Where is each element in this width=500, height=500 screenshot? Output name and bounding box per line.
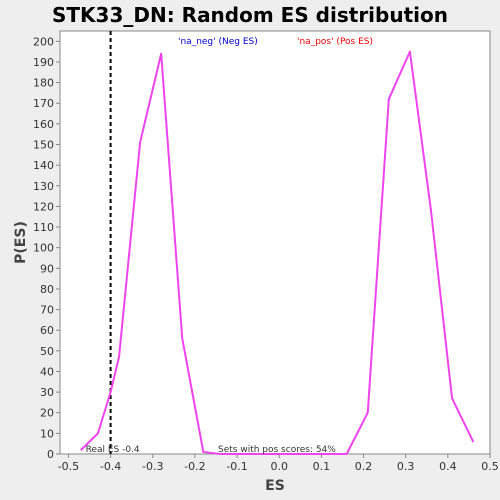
x-axis: -0.5 -0.4 -0.3 -0.2 -0.1 0.0 0.1 0.2 0.3 0.4 0.5 — [58, 454, 499, 473]
data-point — [181, 337, 184, 340]
y-tick-label: 60 — [40, 324, 54, 337]
data-point — [219, 453, 221, 455]
x-tick-label: 0.5 — [481, 460, 499, 473]
data-point — [366, 411, 369, 414]
data-point — [118, 356, 120, 358]
y-axis: 0 10 20 30 40 50 60 70 80 90 100 110 120 130 140 150 160… — [33, 35, 60, 461]
y-tick-label: 0 — [47, 448, 54, 461]
data-point — [278, 453, 281, 455]
data-point — [345, 453, 348, 455]
x-tick-label: 0.3 — [397, 460, 415, 473]
y-tick-label: 170 — [33, 97, 54, 110]
y-tick-label: 90 — [40, 262, 54, 275]
data-point — [451, 397, 453, 400]
y-tick-label: 130 — [33, 180, 54, 193]
data-point — [299, 453, 302, 455]
y-axis-label: P(ES) — [13, 221, 29, 264]
x-tick-label: 0.1 — [313, 460, 331, 473]
x-axis-label: ES — [265, 478, 285, 494]
y-tick-label: 100 — [33, 242, 54, 255]
legend-entry-pos: 'na_pos' (Pos ES) — [297, 37, 373, 47]
y-tick-label: 110 — [33, 221, 54, 234]
data-point — [236, 453, 238, 455]
pos-scores-annotation: Sets with pos scores: 54% — [218, 445, 336, 455]
y-tick-label: 40 — [40, 365, 54, 378]
data-point — [320, 453, 323, 455]
y-tick-label: 80 — [40, 283, 54, 296]
x-tick-label: -0.3 — [142, 460, 163, 473]
plot-area — [59, 30, 491, 455]
y-tick-label: 10 — [40, 427, 54, 440]
y-tick-label: 30 — [40, 386, 54, 399]
x-tick-label: 0.0 — [270, 460, 288, 473]
data-point — [388, 98, 390, 100]
x-tick-label: -0.4 — [100, 460, 121, 473]
y-tick-label: 70 — [40, 304, 54, 317]
data-point — [109, 391, 112, 393]
x-tick-label: -0.5 — [58, 460, 79, 473]
x-tick-label: -0.1 — [226, 460, 247, 473]
legend-entry-neg: 'na_neg' (Neg ES) — [178, 37, 258, 47]
data-point — [97, 432, 99, 435]
data-point — [430, 209, 432, 212]
y-tick-label: 200 — [33, 35, 54, 48]
x-tick-label: 0.2 — [355, 460, 373, 473]
data-point — [472, 440, 474, 443]
real-es-label: Real ES -0.4 — [86, 445, 140, 455]
y-tick-label: 180 — [33, 77, 54, 90]
chart-title: STK33_DN: Random ES distribution — [52, 3, 448, 27]
y-tick-label: 140 — [33, 159, 54, 172]
y-tick-label: 120 — [33, 200, 54, 213]
data-point — [409, 50, 411, 53]
data-point — [80, 449, 82, 451]
y-tick-label: 160 — [33, 118, 54, 131]
data-point — [202, 451, 205, 453]
data-point — [160, 52, 162, 55]
x-tick-label: -0.2 — [184, 460, 205, 473]
x-tick-label: 0.4 — [439, 460, 457, 473]
y-tick-label: 150 — [33, 138, 54, 151]
data-point — [257, 453, 259, 455]
data-point — [139, 141, 141, 144]
series-layer — [80, 50, 475, 455]
y-tick-label: 20 — [40, 407, 54, 420]
y-tick-label: 50 — [40, 345, 54, 358]
y-tick-label: 190 — [33, 56, 54, 69]
